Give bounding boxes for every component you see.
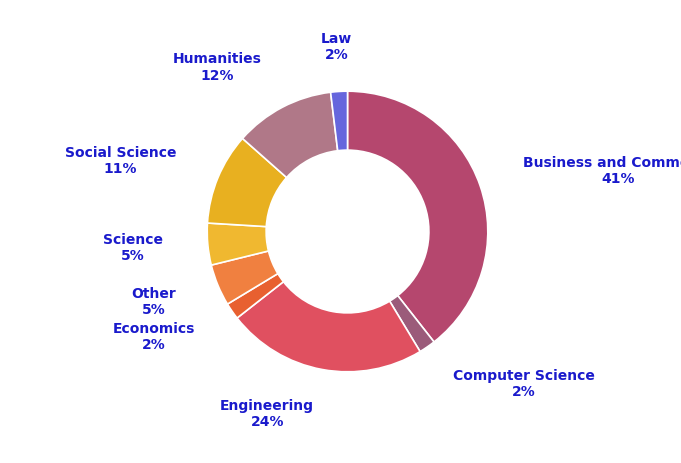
Text: Economics
2%: Economics 2% (113, 322, 195, 352)
Wedge shape (211, 251, 278, 304)
Wedge shape (237, 282, 420, 372)
Text: Science
5%: Science 5% (103, 233, 163, 263)
Text: Computer Science
2%: Computer Science 2% (453, 369, 595, 399)
Text: Law
2%: Law 2% (321, 31, 352, 62)
Wedge shape (330, 91, 347, 151)
Text: Social Science
11%: Social Science 11% (65, 145, 176, 176)
Wedge shape (227, 274, 283, 318)
Text: Other
5%: Other 5% (131, 287, 176, 318)
Wedge shape (242, 92, 338, 177)
Text: Engineering
24%: Engineering 24% (220, 399, 314, 429)
Wedge shape (390, 295, 434, 351)
Wedge shape (208, 138, 287, 226)
Text: Business and Commerce
41%: Business and Commerce 41% (522, 156, 681, 186)
Wedge shape (207, 223, 268, 265)
Text: Humanities
12%: Humanities 12% (172, 52, 262, 82)
Wedge shape (347, 91, 488, 342)
